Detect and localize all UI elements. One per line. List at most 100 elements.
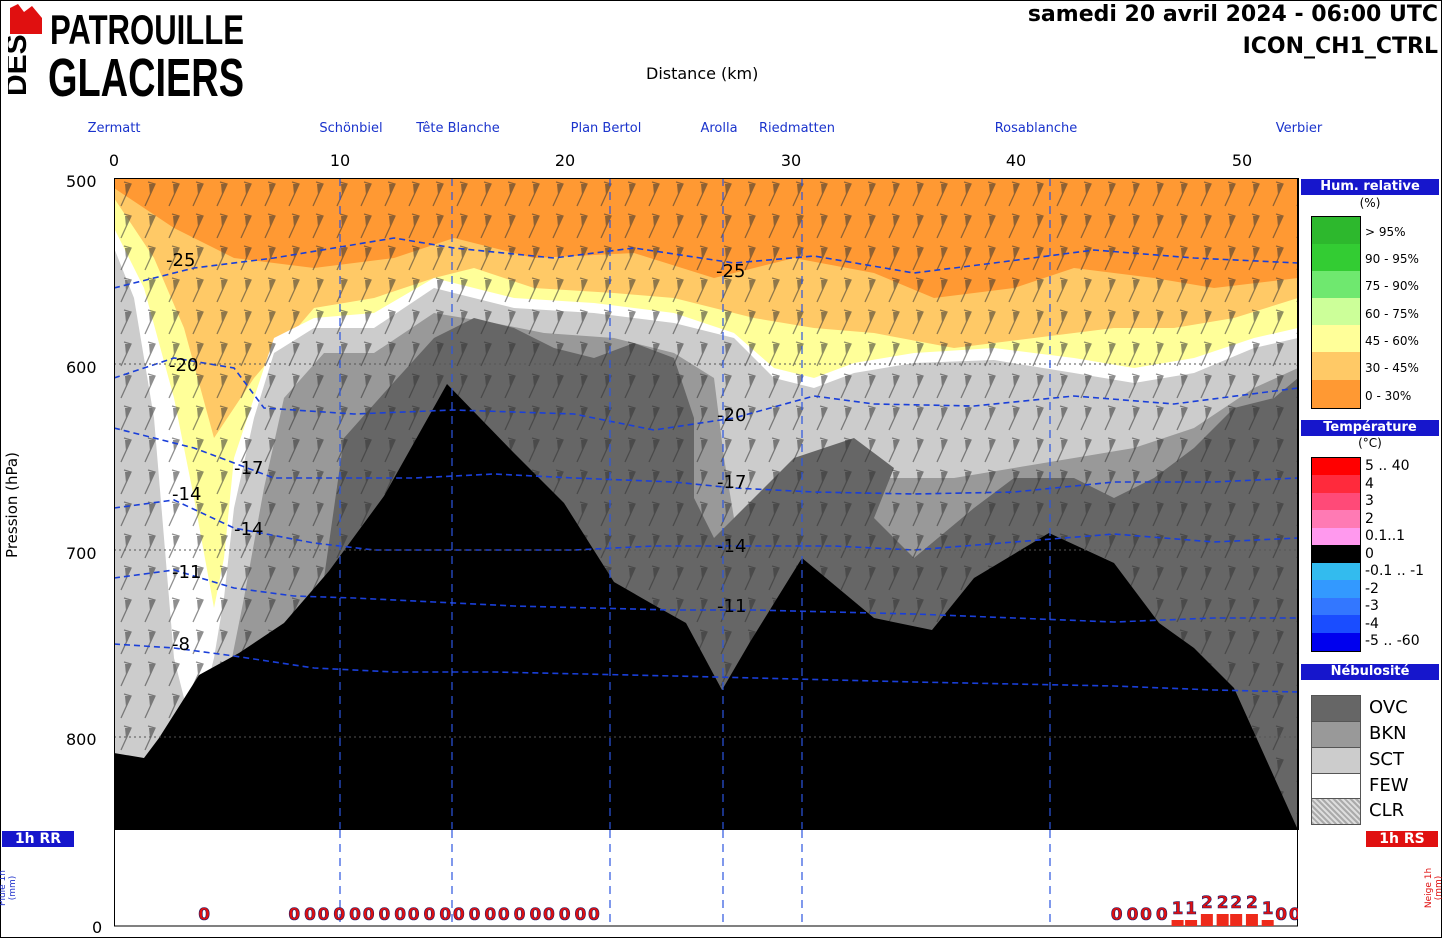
- cloud-swatch-sct: [1311, 747, 1361, 774]
- x-axis-label: Distance (km): [646, 64, 759, 83]
- isotherm-label: -17: [234, 458, 263, 479]
- x-tick-label: 30: [780, 151, 802, 170]
- cross-section-plot: -25 -25 -20 -20 -17 -17 -14 -14 -14 -11 …: [114, 178, 1298, 830]
- snow-value-label: 1: [1185, 899, 1197, 919]
- snow-bar: [1200, 914, 1213, 926]
- humidity-legend-swatches: [1311, 216, 1361, 409]
- location-label: Schönbiel: [319, 121, 383, 136]
- humidity-swatch: [1312, 380, 1360, 408]
- humidity-legend-label: 45 - 60%: [1365, 334, 1419, 348]
- temperature-unit: (°C): [1358, 436, 1382, 450]
- x-tick-label: 10: [329, 151, 351, 170]
- temperature-legend-label: 3: [1365, 493, 1374, 509]
- model-name: ICON_CH1_CTRL: [1242, 34, 1438, 59]
- location-label: Zermatt: [87, 121, 141, 136]
- location-label: Plan Bertol: [570, 121, 642, 136]
- rain-panel-label: 1h RR: [2, 831, 74, 847]
- snow-value-label: 0: [1156, 905, 1168, 925]
- pressure-gridlines: [114, 363, 1298, 738]
- rain-value-label: 0: [408, 905, 420, 925]
- x-tick-label: 50: [1231, 151, 1253, 170]
- temperature-legend-label: -4: [1365, 616, 1379, 632]
- isotherm-label: -25: [716, 261, 745, 282]
- humidity-legend-label: 30 - 45%: [1365, 361, 1419, 375]
- precip-location-lines: [339, 830, 1051, 926]
- y-tick-label: 700: [66, 544, 97, 563]
- y-tick-label: 500: [66, 172, 97, 191]
- location-label: Verbier: [1275, 121, 1323, 136]
- rain-value-label: 0: [333, 905, 345, 925]
- isotherm-label: -20: [717, 405, 746, 426]
- rain-value-label: 0: [439, 905, 451, 925]
- temperature-swatch: [1312, 615, 1360, 633]
- rain-value-label: 0: [424, 905, 436, 925]
- rain-value-label: 0: [469, 905, 481, 925]
- cloud-swatch-clr: [1311, 798, 1361, 825]
- location-lines: [339, 178, 1051, 830]
- humidity-legend-label: 0 - 30%: [1365, 389, 1412, 403]
- snow-bar: [1216, 914, 1229, 926]
- rain-value-label: 0: [484, 905, 496, 925]
- humidity-legend-title: Hum. relative: [1301, 179, 1439, 195]
- snow-value-label: 2: [1230, 893, 1242, 913]
- rain-value-label: 0: [378, 905, 390, 925]
- logo-line2: GLACIERS: [48, 48, 244, 100]
- isotherm-labels: -25 -25 -20 -20 -17 -17 -14 -14 -14 -11 …: [166, 250, 746, 655]
- patrouille-des-glaciers-logo: DES PATROUILLE GLACIERS: [8, 4, 244, 100]
- snow-value-label: 0: [1140, 905, 1152, 925]
- cloud-legend-title: Nébulosité: [1301, 664, 1439, 680]
- y-axis-label: Pression (hPa): [3, 452, 21, 558]
- y-tick-label: 800: [66, 730, 97, 749]
- cloud-swatch-bkn: [1311, 721, 1361, 748]
- snow-bar: [1185, 920, 1198, 926]
- temperature-swatch: [1312, 458, 1360, 475]
- snow-bar: [1230, 914, 1243, 926]
- x-tick-label: 0: [108, 151, 120, 170]
- temperature-legend-label: -5 .. -60: [1365, 633, 1420, 649]
- temperature-swatch: [1312, 545, 1360, 563]
- snow-bar: [1261, 920, 1274, 926]
- legend-panel: Hum. relative (%) > 95% 90 - 95% 75 - 90…: [1298, 178, 1441, 830]
- isotherm-label: -17: [717, 472, 746, 493]
- snow-value-label: 2: [1217, 893, 1229, 913]
- humidity-unit: (%): [1359, 196, 1381, 210]
- humidity-swatch: [1312, 271, 1360, 298]
- temperature-swatch: [1312, 493, 1360, 510]
- temperature-legend-label: -2: [1365, 581, 1379, 597]
- logo-side-text: DES: [8, 34, 33, 96]
- temperature-legend-label: -0.1 .. -1: [1365, 563, 1425, 579]
- rain-axis-label: Pluie 1h (mm): [0, 870, 18, 906]
- location-label: Arolla: [700, 121, 738, 136]
- rain-value-label: 0: [349, 905, 361, 925]
- rain-value-label: 0: [529, 905, 541, 925]
- humidity-swatch: [1312, 352, 1360, 380]
- mountain-logo-icon: [10, 4, 42, 34]
- rain-value-label: 0: [304, 905, 316, 925]
- snow-value-label: 0: [1289, 905, 1298, 925]
- humidity-swatch: [1312, 244, 1360, 271]
- rain-value-label: 0: [288, 905, 300, 925]
- location-label: Riedmatten: [759, 121, 835, 136]
- isotherm-label: -20: [169, 355, 198, 376]
- temperature-legend-swatches: [1311, 457, 1361, 652]
- cloud-legend-label: FEW: [1369, 775, 1409, 796]
- rain-value-label: 0: [559, 905, 571, 925]
- cloud-legend-label: OVC: [1369, 697, 1408, 718]
- isotherm-label: -11: [717, 596, 746, 617]
- plot-border: [114, 178, 1298, 830]
- snow-value-label: 0: [1127, 905, 1139, 925]
- snow-value-label: 1: [1172, 899, 1184, 919]
- snow-value-label: 0: [1275, 905, 1287, 925]
- humidity-legend-label: > 95%: [1365, 225, 1406, 239]
- rain-value-label: 0: [394, 905, 406, 925]
- temperature-swatch: [1312, 633, 1360, 651]
- snow-axis-label: Neige 1h (mm): [1424, 867, 1442, 909]
- temperature-legend-label: -3: [1365, 598, 1379, 614]
- isotherm-label: -8: [172, 634, 190, 655]
- temperature-swatch: [1312, 528, 1360, 545]
- location-label: Rosablanche: [994, 121, 1078, 136]
- temperature-legend-label: 0: [1365, 546, 1374, 562]
- precip-zero-label: 0: [92, 918, 103, 937]
